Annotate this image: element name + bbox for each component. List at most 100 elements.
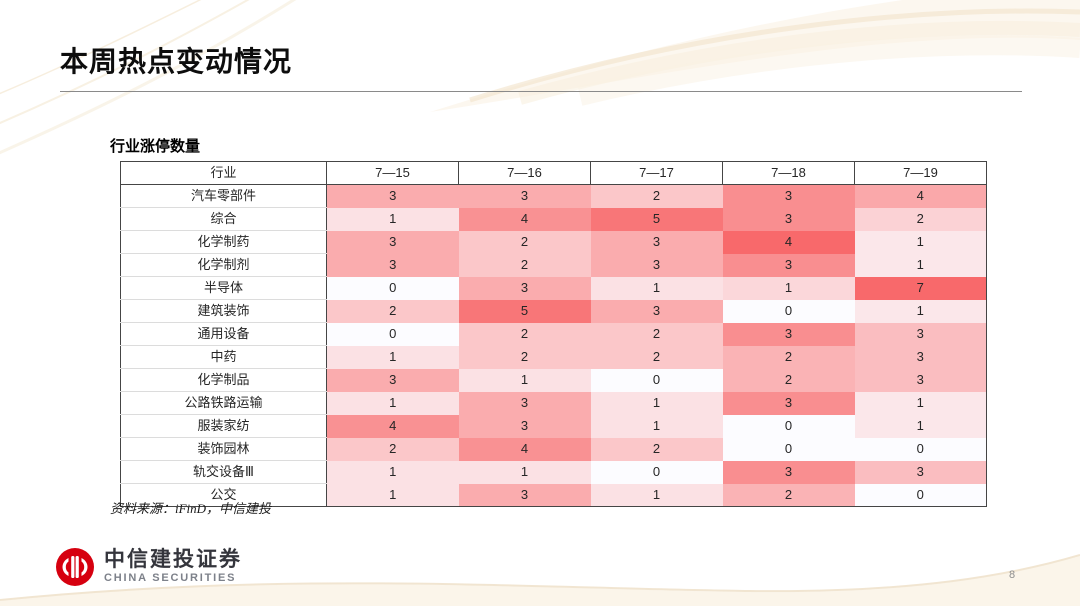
heatmap-cell: 3	[326, 230, 459, 254]
table-subtitle: 行业涨停数量	[110, 138, 201, 155]
heatmap-cell: 0	[590, 460, 723, 484]
industry-label: 汽车零部件	[120, 184, 327, 208]
industry-label: 综合	[120, 207, 327, 231]
column-header: 7—19	[854, 161, 987, 185]
heatmap-cell: 3	[722, 207, 855, 231]
heatmap-cell: 1	[854, 391, 987, 415]
table-header-row: 行业 7—15 7—16 7—17 7—18 7—19	[120, 161, 987, 185]
column-header: 7—16	[458, 161, 591, 185]
heatmap-cell: 2	[326, 299, 459, 323]
heatmap-cell: 0	[326, 322, 459, 346]
heatmap-cell: 5	[590, 207, 723, 231]
limit-up-table: 行业 7—15 7—16 7—17 7—18 7—19 汽车零部件 3 3 2 3 4 综合 1 4 5 3 2…	[120, 161, 987, 507]
column-header: 7—17	[590, 161, 723, 185]
heatmap-cell: 1	[590, 483, 723, 507]
heatmap-cell: 3	[458, 391, 591, 415]
heatmap-cell: 3	[458, 276, 591, 300]
table-row: 服装家纺 4 3 1 0 1	[120, 414, 987, 438]
page-title: 本周热点变动情况	[60, 46, 293, 77]
table-row: 化学制药 3 2 3 4 1	[120, 230, 987, 254]
heatmap-cell: 7	[854, 276, 987, 300]
heatmap-cell: 0	[722, 414, 855, 438]
heatmap-cell: 3	[722, 253, 855, 277]
heatmap-cell: 3	[458, 184, 591, 208]
heatmap-cell: 1	[854, 253, 987, 277]
table-row: 公交 1 3 1 2 0	[120, 483, 987, 507]
industry-label: 建筑装饰	[120, 299, 327, 323]
industry-label: 公路铁路运输	[120, 391, 327, 415]
heatmap-cell: 3	[722, 322, 855, 346]
heatmap-cell: 3	[854, 368, 987, 392]
heatmap-cell: 3	[590, 230, 723, 254]
heatmap-cell: 3	[590, 299, 723, 323]
table-row: 化学制品 3 1 0 2 3	[120, 368, 987, 392]
table-row: 装饰园林 2 4 2 0 0	[120, 437, 987, 461]
heatmap-cell: 3	[458, 414, 591, 438]
page-number: 8	[1008, 569, 1016, 581]
heatmap-cell: 2	[590, 437, 723, 461]
heatmap-cell: 4	[458, 207, 591, 231]
heatmap-cell: 3	[326, 368, 459, 392]
heatmap-cell: 1	[854, 230, 987, 254]
heatmap-cell: 0	[590, 368, 723, 392]
heatmap-cell: 2	[722, 483, 855, 507]
heatmap-cell: 4	[722, 230, 855, 254]
heatmap-cell: 2	[590, 184, 723, 208]
heatmap-cell: 4	[854, 184, 987, 208]
table-container: 行业 7—15 7—16 7—17 7—18 7—19 汽车零部件 3 3 2 3 4 综合 1 4 5 3 2…	[120, 161, 987, 507]
column-header: 7—15	[326, 161, 459, 185]
source-note: 资料来源：iFinD，中信建投	[110, 501, 272, 516]
heatmap-cell: 5	[458, 299, 591, 323]
heatmap-cell: 1	[326, 483, 459, 507]
heatmap-cell: 3	[722, 184, 855, 208]
table-row: 汽车零部件 3 3 2 3 4	[120, 184, 987, 208]
table-row: 建筑装饰 2 5 3 0 1	[120, 299, 987, 323]
heatmap-cell: 4	[458, 437, 591, 461]
company-logo: 中信建投证券 CHINA SECURITIES	[55, 547, 242, 587]
table-row: 综合 1 4 5 3 2	[120, 207, 987, 231]
logo-text: 中信建投证券 CHINA SECURITIES	[104, 549, 242, 585]
heatmap-cell: 2	[590, 345, 723, 369]
heatmap-cell: 3	[722, 460, 855, 484]
heatmap-cell: 2	[854, 207, 987, 231]
table-row: 中药 1 2 2 2 3	[120, 345, 987, 369]
heatmap-cell: 3	[854, 322, 987, 346]
heatmap-cell: 0	[326, 276, 459, 300]
heatmap-cell: 0	[854, 437, 987, 461]
heatmap-cell: 1	[854, 414, 987, 438]
heatmap-cell: 1	[326, 345, 459, 369]
heatmap-cell: 2	[326, 437, 459, 461]
industry-label: 化学制品	[120, 368, 327, 392]
industry-label: 通用设备	[120, 322, 327, 346]
heatmap-cell: 3	[458, 483, 591, 507]
heatmap-cell: 2	[458, 345, 591, 369]
heatmap-cell: 3	[326, 253, 459, 277]
column-header: 7—18	[722, 161, 855, 185]
heatmap-cell: 2	[722, 368, 855, 392]
table-row: 通用设备 0 2 2 3 3	[120, 322, 987, 346]
heatmap-cell: 1	[590, 391, 723, 415]
heatmap-cell: 2	[722, 345, 855, 369]
industry-label: 装饰园林	[120, 437, 327, 461]
title-divider	[60, 91, 1022, 92]
heatmap-cell: 3	[590, 253, 723, 277]
heatmap-cell: 3	[722, 391, 855, 415]
heatmap-cell: 3	[854, 345, 987, 369]
industry-label: 化学制药	[120, 230, 327, 254]
heatmap-cell: 2	[590, 322, 723, 346]
heatmap-cell: 2	[458, 230, 591, 254]
heatmap-cell: 4	[326, 414, 459, 438]
logo-english-name: CHINA SECURITIES	[104, 572, 237, 584]
heatmap-cell: 1	[590, 276, 723, 300]
heatmap-cell: 1	[722, 276, 855, 300]
industry-label: 服装家纺	[120, 414, 327, 438]
table-row: 轨交设备Ⅲ 1 1 0 3 3	[120, 460, 987, 484]
heatmap-cell: 0	[854, 483, 987, 507]
heatmap-cell: 1	[326, 460, 459, 484]
table-row: 化学制剂 3 2 3 3 1	[120, 253, 987, 277]
table-row: 半导体 0 3 1 1 7	[120, 276, 987, 300]
heatmap-cell: 2	[458, 322, 591, 346]
heatmap-cell: 3	[854, 460, 987, 484]
heatmap-cell: 1	[458, 460, 591, 484]
heatmap-cell: 0	[722, 437, 855, 461]
